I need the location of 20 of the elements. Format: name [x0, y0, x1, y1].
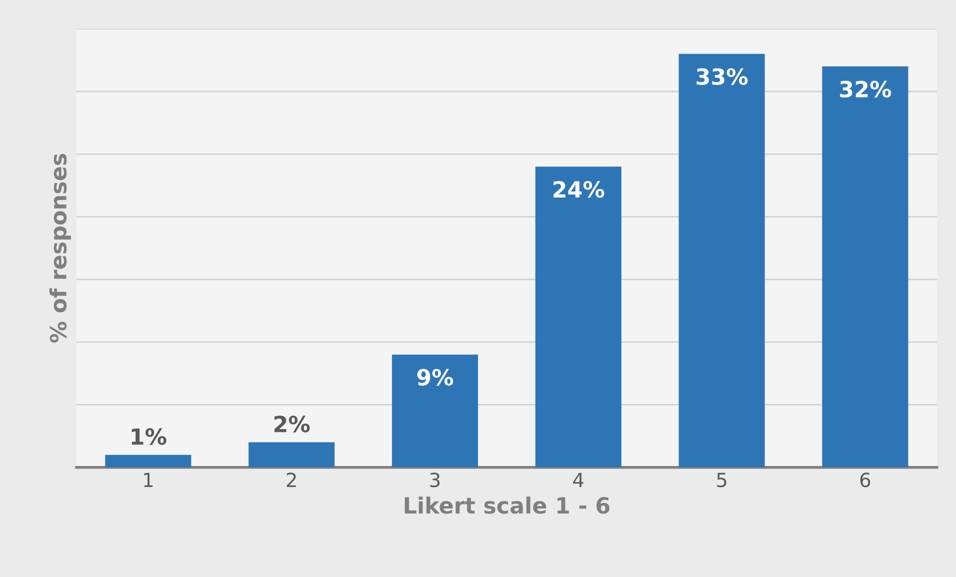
- x-tick-label: 3: [430, 472, 440, 488]
- bar: [535, 166, 622, 468]
- y-axis-title: % of responses: [49, 154, 71, 343]
- data-label: 24%: [554, 180, 604, 198]
- x-tick-label: 6: [860, 472, 870, 488]
- x-tick-label: 1: [144, 472, 153, 488]
- data-label: 1%: [132, 428, 166, 445]
- bar: [678, 54, 765, 468]
- x-tick-label: 5: [717, 472, 726, 488]
- x-axis-title: Likert scale 1 - 6: [404, 496, 610, 514]
- x-tick-label: 4: [573, 472, 584, 488]
- bar: [248, 442, 335, 468]
- x-tick-label: 2: [286, 472, 296, 488]
- bar: [822, 66, 908, 468]
- data-label: 33%: [696, 68, 748, 85]
- data-label: 2%: [274, 416, 310, 432]
- data-label: 9%: [417, 368, 454, 386]
- bar: [105, 454, 192, 468]
- data-label: 32%: [840, 80, 892, 98]
- bar: [392, 354, 478, 468]
